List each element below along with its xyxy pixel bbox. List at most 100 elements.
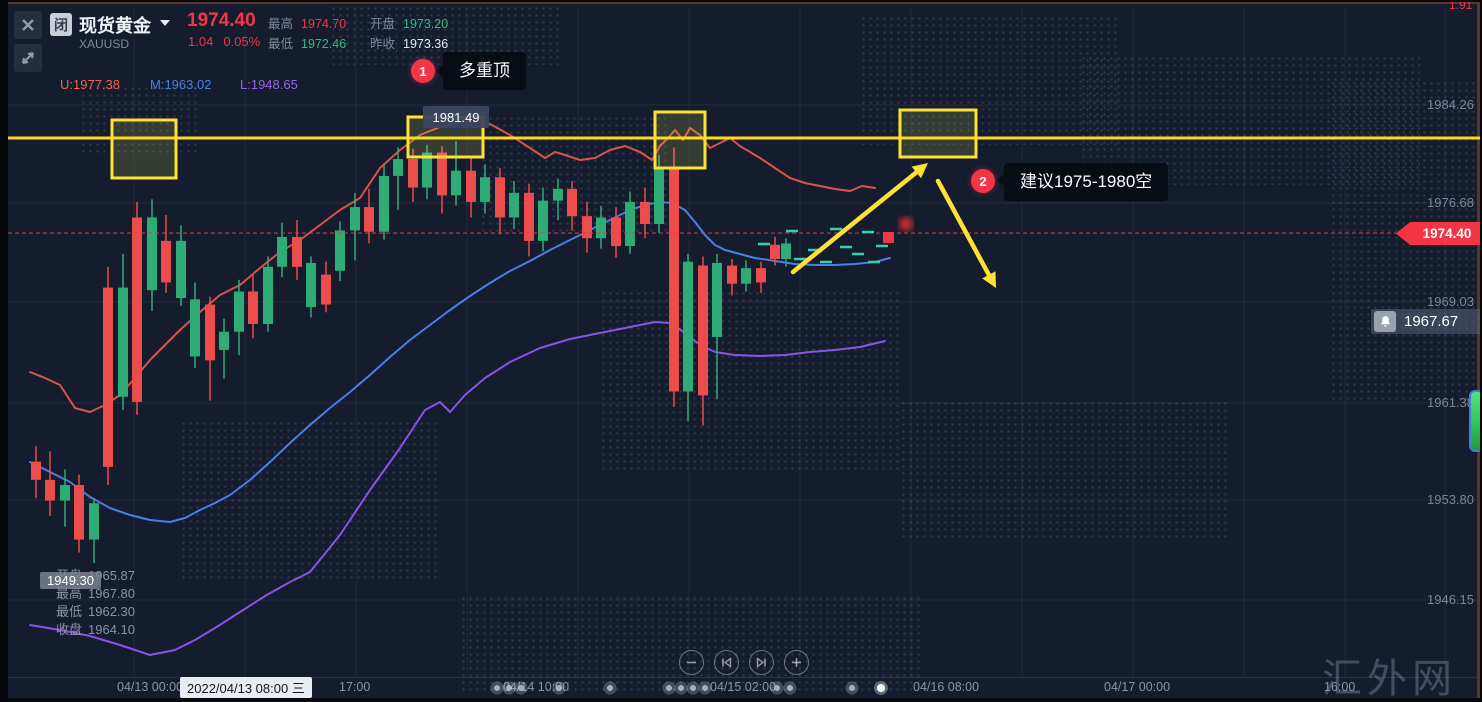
session-dot: [502, 681, 516, 695]
candle-body: [306, 262, 316, 308]
scroll-to-start-button[interactable]: [714, 650, 739, 675]
candle-body: [263, 266, 273, 324]
price-axis-label: 1953.80: [1427, 492, 1474, 507]
candle-body: [437, 152, 447, 196]
session-dot: [845, 681, 859, 695]
candle-body: [480, 177, 490, 202]
last-price: 1974.40: [187, 10, 256, 31]
chevron-down-icon[interactable]: [160, 20, 170, 26]
instrument-title[interactable]: 现货黄金: [79, 16, 151, 36]
candle-body: [451, 170, 461, 196]
axis-scrollbar-thumb[interactable]: [1469, 390, 1482, 452]
candle-body: [335, 230, 345, 271]
price-change: 1.04 0.05%: [188, 34, 270, 49]
tooltip-pointer: [436, 65, 443, 77]
clipped-price-fragment: 1.91: [1449, 0, 1473, 12]
plus-icon: [792, 658, 801, 667]
session-dot: [674, 681, 688, 695]
candle-body: [176, 240, 186, 299]
trend-arrow[interactable]: [935, 178, 992, 278]
ohlc-row: 最低 1962.30: [56, 604, 136, 619]
bell-icon[interactable]: [1374, 311, 1396, 332]
candle-body: [495, 177, 505, 218]
candle-body: [89, 503, 99, 540]
time-axis-label: 17:00: [339, 680, 371, 694]
site-watermark: 汇外网: [1322, 657, 1457, 701]
candle-body: [161, 240, 171, 283]
top-zone-box[interactable]: [653, 110, 707, 170]
candle-body: [669, 166, 679, 392]
candle-body: [756, 268, 766, 283]
stat-prev-close: 昨收 1973.36: [370, 37, 449, 51]
candle-body: [219, 331, 229, 350]
candle-body: [74, 485, 84, 540]
candle-body: [379, 175, 389, 232]
current-price-badge: 1974.40: [1396, 222, 1482, 245]
candle-body: [31, 461, 41, 480]
session-dot: [783, 681, 797, 695]
candle-body: [625, 201, 635, 247]
annotation-1-tooltip: 多重顶: [443, 52, 526, 90]
candle-body: [712, 262, 722, 337]
candle-body: [132, 217, 142, 402]
instrument-symbol: XAUUSD: [79, 37, 130, 51]
trend-arrow[interactable]: [790, 170, 919, 275]
price-axis-label: 1984.26: [1427, 97, 1474, 112]
bollinger-middle-value: M:1963.02: [150, 77, 212, 92]
candle-body: [277, 236, 287, 267]
zoom-out-button[interactable]: [679, 650, 704, 675]
window-edge: [0, 0, 8, 702]
bollinger-lower-line: [29, 321, 886, 656]
price-axis-label: 1969.03: [1427, 294, 1474, 309]
candle-body: [770, 244, 780, 260]
alert-price-badge[interactable]: 1967.67: [1371, 309, 1482, 334]
candle-body: [118, 287, 128, 397]
candle-body: [596, 217, 606, 239]
candle-body: [321, 274, 331, 305]
minus-icon: [687, 661, 696, 664]
candle-body: [205, 304, 215, 361]
change-percent: 0.05%: [223, 34, 261, 49]
candle-body: [466, 170, 476, 202]
scroll-to-end-button[interactable]: [749, 650, 774, 675]
candle-body: [553, 188, 563, 201]
session-dot: [490, 681, 504, 695]
peak-label-pointer: [449, 128, 461, 135]
tooltip-pointer: [997, 174, 1004, 186]
annotation-1-marker[interactable]: 1: [411, 59, 435, 83]
time-axis-label: 04/13 00:00: [117, 680, 184, 694]
zoom-in-button[interactable]: [784, 650, 809, 675]
time-axis-label: 04/15 02:00: [710, 680, 777, 694]
stat-low: 最低 1972.46: [268, 37, 347, 51]
stat-open: 开盘 1973.20: [370, 17, 449, 31]
session-dot: [552, 681, 566, 695]
price-square-marker: [883, 232, 894, 243]
session-dot: [698, 681, 712, 695]
alert-price-value: 1967.67: [1404, 313, 1459, 330]
price-axis-label: 1976.68: [1427, 195, 1474, 210]
candle-body: [654, 166, 664, 224]
market-closed-badge: 闭: [50, 13, 72, 36]
candle-body: [683, 261, 693, 392]
bollinger-upper-value: U:1977.38: [60, 77, 120, 92]
candle-body: [147, 217, 157, 291]
annotation-2-marker[interactable]: 2: [971, 169, 995, 193]
collapse-button[interactable]: [14, 44, 42, 72]
candle-body: [567, 188, 577, 217]
trend-arrow-head: [911, 163, 928, 179]
candle-body: [393, 159, 403, 176]
low-price-badge: 1949.30: [40, 572, 101, 589]
plot-top-border: [8, 2, 1480, 4]
trend-arrow-head: [982, 271, 996, 288]
close-icon: [22, 19, 34, 31]
top-zone-box[interactable]: [110, 118, 178, 180]
crosshair-date-badge: 2022/04/13 08:00 三: [180, 677, 312, 698]
top-zone-box[interactable]: [898, 108, 978, 159]
candle-body: [292, 236, 302, 267]
candle-body: [103, 287, 113, 467]
candle-body: [781, 243, 791, 260]
window-edge: [0, 698, 1482, 702]
close-button[interactable]: [14, 11, 42, 39]
